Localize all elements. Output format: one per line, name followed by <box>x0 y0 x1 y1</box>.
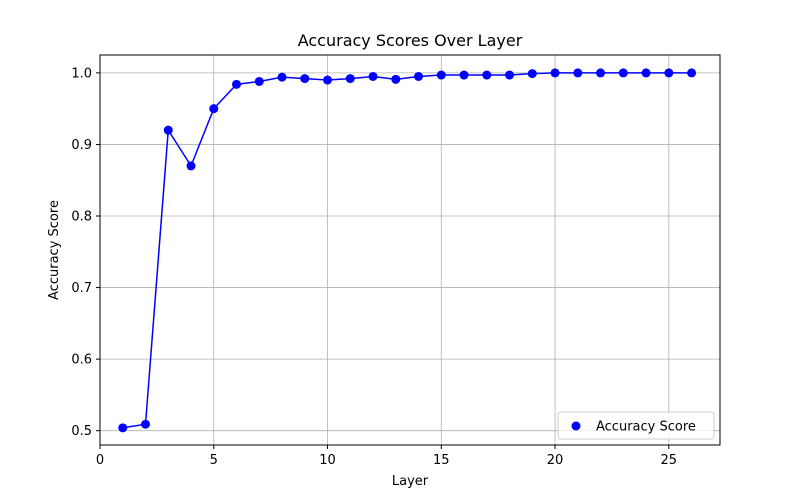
y-axis-title: Accuracy Score <box>47 200 62 300</box>
data-point <box>232 79 242 89</box>
grid <box>99 55 720 445</box>
data-point <box>391 74 401 84</box>
data-point <box>573 68 583 78</box>
data-point <box>664 68 674 78</box>
data-point <box>141 419 151 429</box>
data-point <box>618 68 628 78</box>
series-layer <box>118 68 697 433</box>
plot-frame <box>99 54 721 446</box>
x-tick-label: 20 <box>547 453 564 468</box>
data-point <box>596 68 606 78</box>
data-point <box>254 76 264 86</box>
legend-box <box>557 411 715 440</box>
legend: Accuracy Score <box>557 411 715 440</box>
y-tick-label: 1.0 <box>71 66 92 81</box>
data-point <box>550 68 560 78</box>
x-tick-label: 5 <box>210 453 218 468</box>
data-point <box>277 72 287 82</box>
data-point <box>527 69 537 79</box>
data-point <box>482 70 492 80</box>
x-axis-title: Layer <box>392 474 429 489</box>
y-tick-label: 0.9 <box>71 138 92 153</box>
data-point <box>300 74 310 84</box>
legend-label: Accuracy Score <box>596 420 696 435</box>
data-point <box>163 125 173 135</box>
chart-title: Accuracy Scores Over Layer <box>298 31 523 50</box>
data-point <box>641 68 651 78</box>
data-point <box>368 71 378 81</box>
data-point <box>414 71 424 81</box>
y-tick-label: 0.5 <box>71 424 92 439</box>
y-tick-label: 0.7 <box>71 281 92 296</box>
x-tick-label: 10 <box>319 453 336 468</box>
data-point <box>505 70 515 80</box>
ticks: 0 5 10 15 20 25 0.5 0.6 0.7 0.8 0.9 1.0 <box>71 66 677 468</box>
y-tick-label: 0.8 <box>71 210 92 225</box>
data-point <box>459 70 469 80</box>
data-point <box>436 70 446 80</box>
x-tick-label: 0 <box>96 453 104 468</box>
legend-marker <box>571 421 581 431</box>
y-tick-label: 0.6 <box>71 353 92 368</box>
data-point <box>687 68 697 78</box>
data-point <box>118 423 128 433</box>
data-point <box>186 161 196 171</box>
data-point <box>209 104 219 114</box>
data-point <box>323 75 333 85</box>
x-tick-label: 25 <box>661 453 678 468</box>
x-tick-label: 15 <box>433 453 450 468</box>
data-point <box>345 74 355 84</box>
